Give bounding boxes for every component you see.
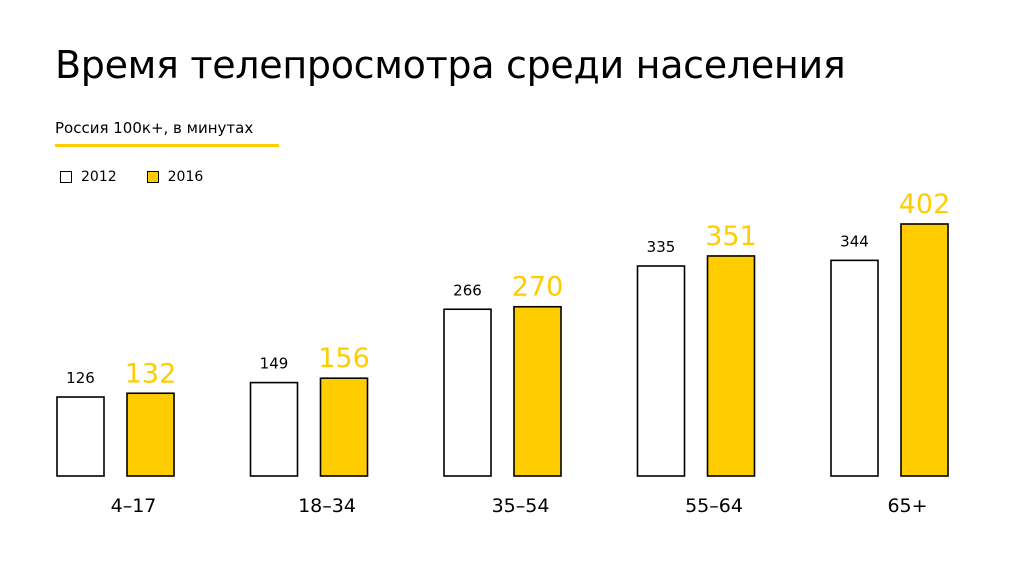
bar-2016-0 xyxy=(126,392,175,477)
category-label-2: 35–54 xyxy=(492,495,550,517)
bar-2012-2 xyxy=(443,308,492,477)
data-label-2016-2: 270 xyxy=(512,272,564,303)
legend-item-2016: 2016 xyxy=(146,168,204,186)
legend-label-2012: 2012 xyxy=(81,169,117,185)
category-label-4: 65+ xyxy=(887,495,927,517)
category-label-1: 18–34 xyxy=(298,495,356,517)
chart-legend: 2012 2016 xyxy=(60,167,233,187)
legend-swatch-2016 xyxy=(146,171,159,183)
data-label-2012-4: 344 xyxy=(840,232,869,250)
data-label-2016-1: 156 xyxy=(318,343,370,374)
bar-2012-0 xyxy=(56,396,105,477)
data-label-2012-3: 335 xyxy=(647,238,676,256)
bar-2016-3 xyxy=(706,255,756,477)
category-label-3: 55–64 xyxy=(685,495,743,517)
bar-2016-1 xyxy=(319,377,369,477)
bar-2012-1 xyxy=(249,381,299,477)
data-label-2016-3: 351 xyxy=(705,221,757,252)
data-label-2016-0: 132 xyxy=(125,358,177,389)
bar-2012-3 xyxy=(636,265,686,477)
bar-2016-4 xyxy=(900,223,949,477)
legend-swatch-2012 xyxy=(60,171,72,183)
data-label-2012-0: 126 xyxy=(66,369,95,387)
bar-2016-2 xyxy=(513,305,562,477)
page-title: Время телепросмотра среди населения xyxy=(55,43,846,87)
legend-label-2016: 2016 xyxy=(167,169,204,185)
data-label-2012-1: 149 xyxy=(260,355,289,373)
subtitle-underline xyxy=(55,144,279,147)
chart-subtitle: Россия 100к+, в минутах xyxy=(55,119,254,137)
data-label-2012-2: 266 xyxy=(453,281,482,299)
category-label-0: 4–17 xyxy=(111,495,157,517)
bar-2012-4 xyxy=(830,259,879,477)
data-label-2016-4: 402 xyxy=(899,189,951,220)
legend-item-2012: 2012 xyxy=(60,168,117,186)
